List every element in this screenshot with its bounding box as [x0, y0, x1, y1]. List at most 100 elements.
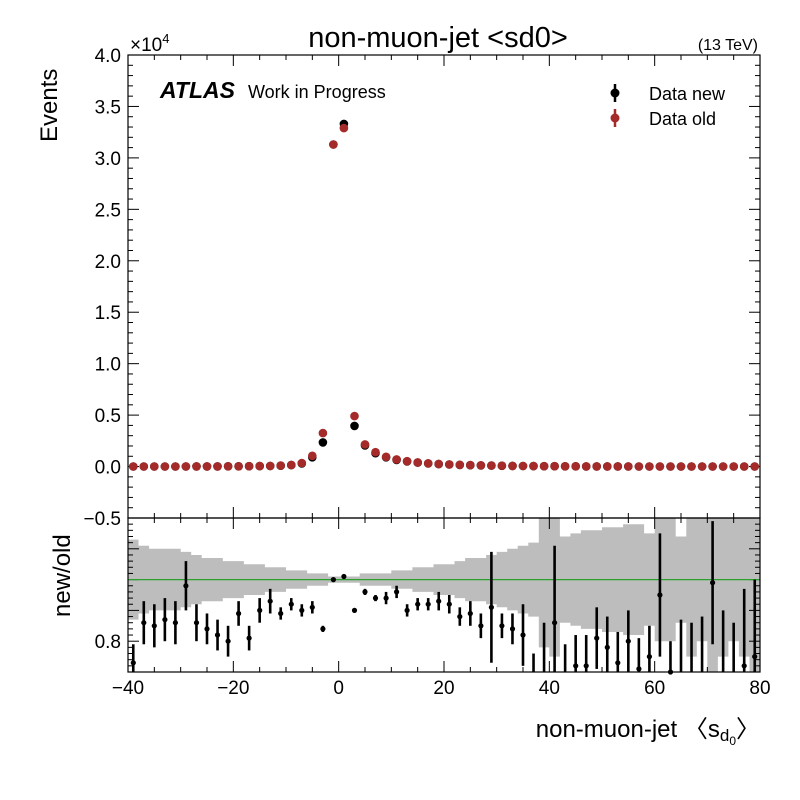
data-point: [518, 461, 528, 471]
energy-label: (13 TeV): [698, 37, 758, 54]
ratio-point: [330, 577, 336, 583]
x-tick-label: 20: [433, 678, 454, 699]
ratio-point: [394, 589, 400, 595]
legend-label-data-old: Data old: [649, 109, 716, 129]
ratio-uncertainty-band: [128, 518, 760, 672]
data-point: [287, 460, 296, 470]
ratio-point: [583, 663, 589, 669]
ratio-point: [341, 573, 347, 580]
data-point: [423, 459, 433, 468]
data-point: [697, 462, 707, 471]
data-point: [645, 462, 654, 471]
data-point: [624, 462, 633, 471]
data-point: [202, 462, 212, 471]
ratio-point: [141, 620, 147, 626]
ratio-points: [130, 521, 758, 675]
atlas-label: ATLAS: [159, 77, 236, 103]
ratio-point: [299, 607, 305, 614]
ratio-point: [288, 601, 294, 607]
ratio-point: [520, 632, 526, 638]
y-tick-label: 3.5: [95, 97, 121, 118]
chart-title: non-muon-jet <sd0>: [308, 22, 568, 54]
data-point: [718, 462, 728, 471]
ratio-point: [752, 654, 758, 660]
ratio-point: [267, 598, 273, 604]
ratio-point: [172, 620, 178, 626]
status-label: Work in Progress: [248, 82, 386, 102]
legend-marker-data-new: [610, 84, 620, 102]
ratio-point: [351, 607, 358, 614]
ratio-point: [309, 604, 315, 610]
ratio-point: [710, 580, 716, 586]
ratio-point: [404, 607, 410, 614]
data-point: [213, 462, 222, 471]
data-point: [529, 461, 538, 471]
ratio-point: [594, 635, 600, 641]
data-point: [160, 462, 170, 471]
data-point: [360, 440, 370, 449]
x-axis-label-end: 〉: [736, 716, 760, 743]
x-axis-label-sub1: d: [720, 726, 729, 745]
data-point: [223, 462, 233, 471]
ratio-point: [467, 610, 473, 617]
data-point: [487, 461, 496, 470]
x-tick-label: 40: [539, 678, 560, 699]
data-point: [139, 462, 149, 471]
data-point: [445, 460, 454, 469]
y-multiplier-base: ×10: [130, 35, 162, 56]
x-tick-label: −40: [112, 678, 144, 699]
ratio-point: [225, 638, 231, 644]
tick-labels: −0.5 0.0 0.5 1.0 1.5 2.0 2.5 3.0 3.5 4.0 0.8 −40 −20…: [83, 46, 770, 699]
x-tick-label: −20: [217, 678, 249, 699]
ratio-point: [625, 638, 631, 644]
data-series: [129, 119, 759, 471]
legend-label-data-new: Data new: [649, 84, 726, 104]
ratio-point: [236, 610, 242, 617]
y-tick-label: 0.5: [95, 406, 121, 427]
data-point: [350, 421, 359, 431]
ratio-point: [509, 626, 516, 632]
data-point: [350, 411, 359, 421]
y-multiplier-exponent: 4: [162, 31, 169, 46]
data-point: [676, 462, 686, 471]
ratio-point: [604, 644, 610, 651]
ratio-y-tick-label: 0.8: [95, 632, 121, 653]
ratio-point: [278, 610, 284, 617]
ratio-point: [320, 626, 326, 632]
data-point: [318, 438, 328, 447]
ratio-point: [246, 635, 252, 641]
data-point: [129, 462, 138, 471]
data-point: [192, 462, 201, 471]
ratio-point: [478, 623, 484, 629]
ratio-point: [657, 592, 663, 598]
data-point: [655, 462, 665, 471]
ratio-point: [130, 660, 136, 666]
data-point: [434, 459, 444, 469]
data-point: [234, 462, 243, 471]
data-point: [560, 462, 570, 471]
x-tick-label: 80: [749, 678, 770, 699]
uncertainty-band-area: [128, 518, 760, 672]
y-tick-label: 2.0: [95, 252, 121, 273]
data-point: [613, 462, 623, 471]
data-point: [592, 462, 601, 471]
y-axis-label-top: Events: [36, 69, 63, 142]
ratio-point: [204, 626, 210, 632]
data-point: [413, 458, 423, 467]
data-point: [150, 462, 159, 471]
data-point: [708, 462, 717, 471]
data-point: [318, 428, 328, 438]
ratio-point: [214, 632, 221, 638]
data-point: [339, 123, 349, 133]
ratio-point: [151, 623, 157, 629]
data-point: [581, 462, 591, 471]
data-point: [476, 461, 486, 470]
ratio-point: [499, 623, 505, 629]
data-point: [381, 452, 391, 462]
data-point: [634, 462, 644, 471]
y-tick-label: 1.0: [95, 355, 121, 376]
data-point: [508, 461, 517, 471]
data-point: [308, 451, 317, 461]
legend-marker-data-old: [610, 109, 620, 127]
ratio-point: [257, 607, 263, 614]
